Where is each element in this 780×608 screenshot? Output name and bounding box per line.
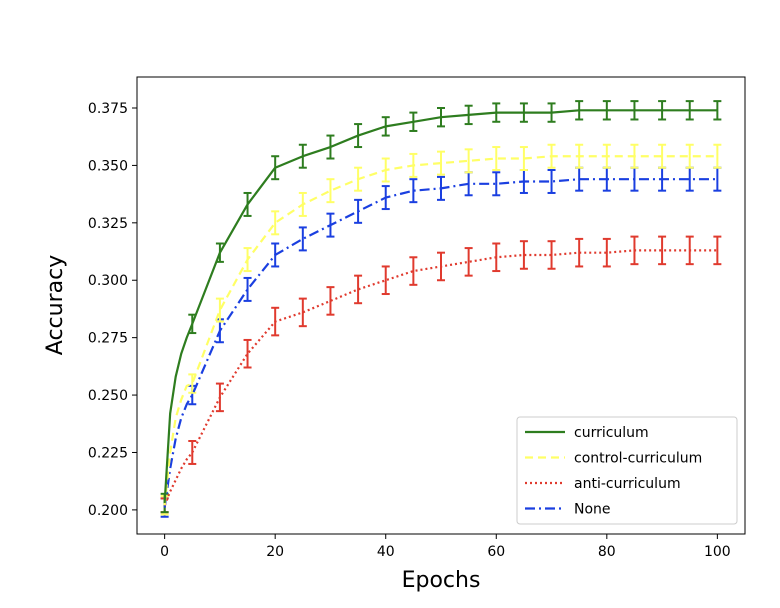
series-line-anti-curriculum <box>163 249 718 506</box>
legend-label-curriculum: curriculum <box>574 425 649 441</box>
y-axis-label: Accuracy <box>43 255 68 355</box>
x-tick-label: 0 <box>160 544 169 560</box>
series-lines <box>163 109 718 508</box>
legend: curriculum control-curriculum anti-curricu… <box>516 416 738 525</box>
series-line-none <box>163 178 718 508</box>
y-tick-label: 0.225 <box>88 445 128 461</box>
y-tick-label: 0.325 <box>88 216 128 232</box>
legend-box <box>516 416 738 525</box>
legend-label-none: None <box>574 502 611 518</box>
y-axis-ticks: 0.200 0.225 0.250 0.275 0.300 0.325 0.350 0.375 <box>88 101 137 519</box>
series-line-curriculum <box>163 109 718 504</box>
x-axis-ticks: 0 20 40 60 80 100 <box>160 534 731 560</box>
x-axis-label: Epochs <box>402 568 481 593</box>
x-tick-label: 80 <box>598 544 616 560</box>
legend-label-anti-curriculum: anti-curriculum <box>574 476 681 492</box>
y-tick-label: 0.200 <box>88 503 128 519</box>
plot-frame <box>136 76 746 535</box>
x-tick-label: 20 <box>266 544 284 560</box>
y-tick-label: 0.250 <box>88 388 128 404</box>
y-tick-label: 0.350 <box>88 158 128 174</box>
y-tick-label: 0.275 <box>88 331 128 347</box>
x-tick-label: 100 <box>704 544 731 560</box>
series-line-control-curriculum <box>163 155 718 506</box>
legend-label-control-curriculum: control-curriculum <box>574 451 702 467</box>
x-tick-label: 40 <box>377 544 395 560</box>
x-tick-label: 60 <box>487 544 505 560</box>
y-tick-label: 0.300 <box>88 273 128 289</box>
y-tick-label: 0.375 <box>88 101 128 117</box>
